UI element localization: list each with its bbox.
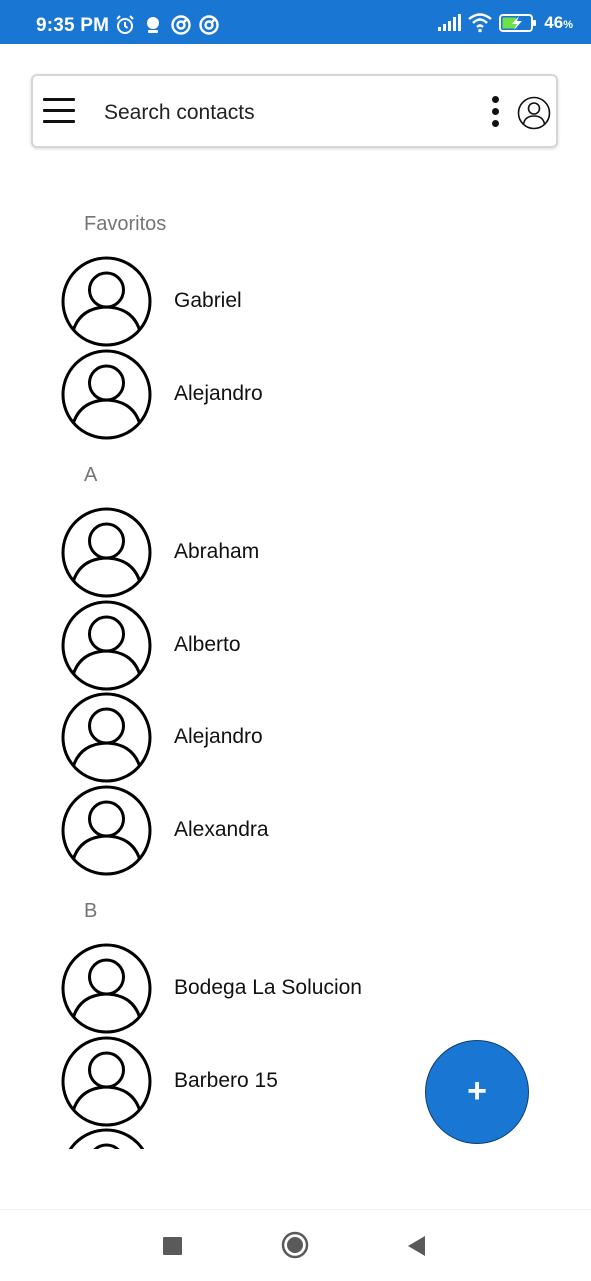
app-icon	[199, 15, 219, 35]
contact-name: Alberto	[174, 633, 241, 656]
contact-row[interactable]: Alberto	[61, 600, 541, 692]
contact-name: Alejandro	[174, 382, 263, 405]
account-icon[interactable]	[517, 96, 551, 130]
avatar-icon	[61, 785, 152, 876]
contact-row[interactable]: Bodega La Solucion	[61, 943, 541, 1035]
more-vert-icon[interactable]	[488, 96, 502, 130]
contact-row[interactable]: Alexandra	[61, 785, 541, 877]
contact-name: Barbero 15	[174, 1069, 278, 1092]
contact-row[interactable]	[61, 1128, 541, 1149]
status-system-icons: 46%	[437, 13, 573, 33]
contact-row[interactable]: Abraham	[61, 507, 541, 599]
back-icon[interactable]	[405, 1234, 427, 1258]
avatar-icon	[61, 507, 152, 598]
avatar-icon	[61, 692, 152, 783]
status-time: 9:35 PM	[36, 15, 110, 36]
contact-row[interactable]: Alejandro	[61, 349, 541, 441]
app-icon	[171, 15, 191, 35]
alarm-icon	[116, 15, 134, 34]
contact-row[interactable]: Alejandro	[61, 692, 541, 784]
signal-icon	[438, 14, 462, 31]
section-header-favoritos: Favoritos	[84, 213, 167, 235]
recents-icon[interactable]	[163, 1237, 182, 1255]
search-bar[interactable]: Search contacts	[31, 74, 558, 148]
avatar-icon	[61, 1036, 152, 1127]
contact-name: Alexandra	[174, 818, 269, 841]
contact-name: Gabriel	[174, 289, 242, 312]
avatar-icon	[61, 943, 152, 1034]
contact-row[interactable]: Gabriel	[61, 256, 541, 348]
system-nav-bar	[0, 1209, 591, 1281]
battery-charging-icon	[499, 14, 537, 32]
battery-percent: 46%	[544, 13, 573, 32]
contact-name: Alejandro	[174, 725, 263, 748]
status-bar: 9:35 PM	[0, 0, 591, 44]
section-header-b: B	[84, 900, 98, 922]
contact-list[interactable]: Favoritos Gabriel Alejandro A	[0, 160, 591, 1149]
avatar-icon	[68, 1128, 145, 1149]
avatar-icon	[61, 256, 152, 347]
menu-icon[interactable]	[43, 98, 75, 124]
contact-name: Abraham	[174, 540, 260, 563]
notification-icon	[147, 17, 159, 33]
wifi-icon	[468, 13, 493, 33]
add-contact-button[interactable]: +	[425, 1040, 529, 1144]
contact-row[interactable]: Barbero 15	[61, 1036, 541, 1128]
contact-name: Bodega La Solucion	[174, 976, 362, 999]
section-header-a: A	[84, 464, 98, 486]
home-icon[interactable]	[281, 1231, 309, 1259]
plus-icon: +	[467, 1071, 487, 1110]
avatar-icon	[61, 349, 152, 440]
search-input[interactable]: Search contacts	[104, 101, 255, 124]
status-notification-icons	[114, 14, 220, 36]
avatar-icon	[61, 600, 152, 691]
